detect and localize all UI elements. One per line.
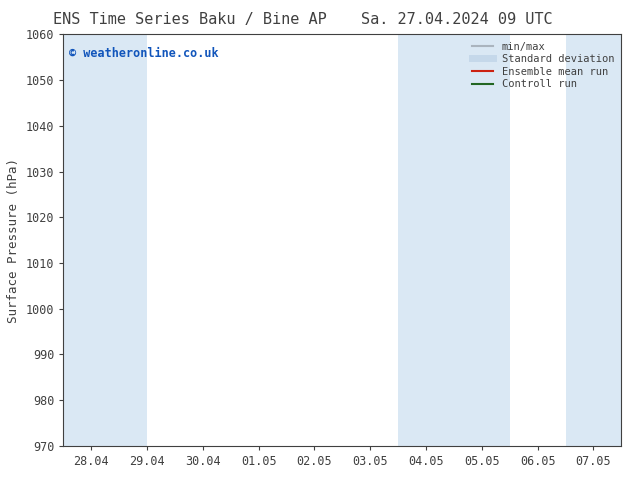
- Text: Sa. 27.04.2024 09 UTC: Sa. 27.04.2024 09 UTC: [361, 12, 552, 27]
- Y-axis label: Surface Pressure (hPa): Surface Pressure (hPa): [8, 158, 20, 322]
- Text: ENS Time Series Baku / Bine AP: ENS Time Series Baku / Bine AP: [53, 12, 327, 27]
- Legend: min/max, Standard deviation, Ensemble mean run, Controll run: min/max, Standard deviation, Ensemble me…: [470, 40, 616, 92]
- Bar: [566, 34, 621, 446]
- Text: © weatheronline.co.uk: © weatheronline.co.uk: [69, 47, 219, 60]
- Bar: [398, 34, 510, 446]
- Bar: [63, 34, 147, 446]
